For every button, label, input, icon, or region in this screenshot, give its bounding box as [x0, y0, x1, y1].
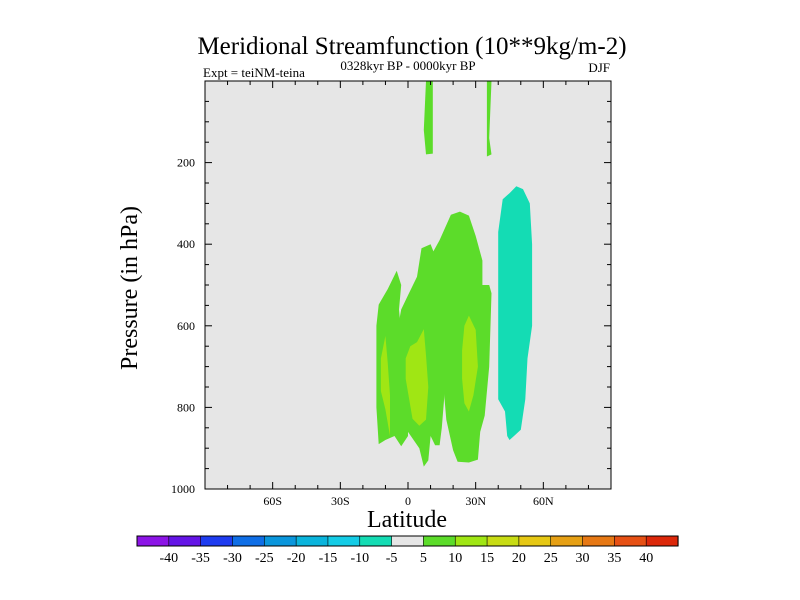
y-tick-label: 200: [177, 156, 195, 170]
contour-region-9: [498, 186, 533, 440]
colorbar-swatch: [232, 535, 265, 547]
colorbar-label: 25: [544, 551, 558, 566]
colorbar-label: -20: [287, 551, 306, 566]
x-tick-label: 60S: [263, 494, 282, 508]
colorbar: [136, 535, 679, 547]
colorbar-swatch: [645, 535, 679, 547]
colorbar-label: -40: [159, 551, 178, 566]
colorbar-label: -30: [223, 551, 242, 566]
contour-region-2: [486, 81, 492, 157]
colorbar-label: 5: [420, 551, 427, 566]
colorbar-swatch: [518, 535, 552, 547]
y-tick-label: 600: [177, 319, 195, 333]
colorbar-label: -5: [386, 551, 398, 566]
y-tick-label: 800: [177, 400, 195, 414]
axis-ticks: [205, 81, 611, 490]
colorbar-swatch: [486, 535, 520, 547]
colorbar-swatch: [168, 535, 202, 547]
colorbar-swatch: [614, 535, 647, 547]
chart-title: Meridional Streamfunction (10**9kg/m-2): [197, 33, 626, 60]
colorbar-label: 30: [576, 551, 590, 566]
colorbar-swatch: [263, 535, 297, 547]
colorbar-label: -25: [255, 551, 274, 566]
colorbar-label: -35: [191, 551, 210, 566]
colorbar-label: -15: [319, 551, 338, 566]
colorbar-label: 40: [639, 551, 653, 566]
colorbar-swatch: [200, 535, 234, 547]
axis-tick-labels: 60S 30S 0 30N 60N 200 400 600 800 1000: [171, 156, 554, 508]
colorbar-swatch: [359, 535, 393, 547]
colorbar-swatch: [582, 535, 615, 547]
colorbar-swatch: [423, 535, 456, 547]
colorbar-label: 10: [448, 551, 462, 566]
colorbar-frame: [136, 535, 679, 547]
y-axis-title: Pressure (in hPa): [117, 206, 143, 370]
contour-region-7: [405, 329, 429, 426]
colorbar-label: 35: [607, 551, 621, 566]
colorbar-label: 20: [512, 551, 526, 566]
colorbar-label: 15: [480, 551, 494, 566]
contour-region-1: [423, 81, 433, 155]
colorbar-swatch: [295, 535, 329, 547]
colorbar-swatch: [136, 535, 170, 547]
colorbar-labels: -40 -35 -30 -25 -20 -15 -10 -5 5 10 15 20 25 30 35 40: [159, 551, 653, 566]
contour-region-6: [380, 336, 390, 436]
colorbar-swatch: [327, 535, 361, 547]
contour-region-5: [430, 211, 492, 463]
x-tick-label: 30N: [465, 494, 486, 508]
x-tick-label: 60N: [533, 494, 554, 508]
x-axis-title: Latitude: [367, 507, 447, 533]
contour-region-8: [462, 315, 478, 412]
left-label: Expt = teiNM-teina: [203, 65, 305, 80]
colorbar-swatch: [550, 535, 584, 547]
right-label: DJF: [588, 60, 610, 75]
colorbar-swatch: [454, 535, 488, 547]
x-tick-label: 0: [405, 494, 411, 508]
contour-regions: [376, 81, 533, 467]
y-tick-label: 400: [177, 237, 195, 251]
colorbar-label: -10: [350, 551, 369, 566]
x-tick-label: 30S: [331, 494, 350, 508]
y-tick-label: 1000: [171, 482, 195, 496]
center-label: 0328kyr BP - 0000kyr BP: [340, 58, 475, 73]
colorbar-swatch: [391, 535, 425, 547]
